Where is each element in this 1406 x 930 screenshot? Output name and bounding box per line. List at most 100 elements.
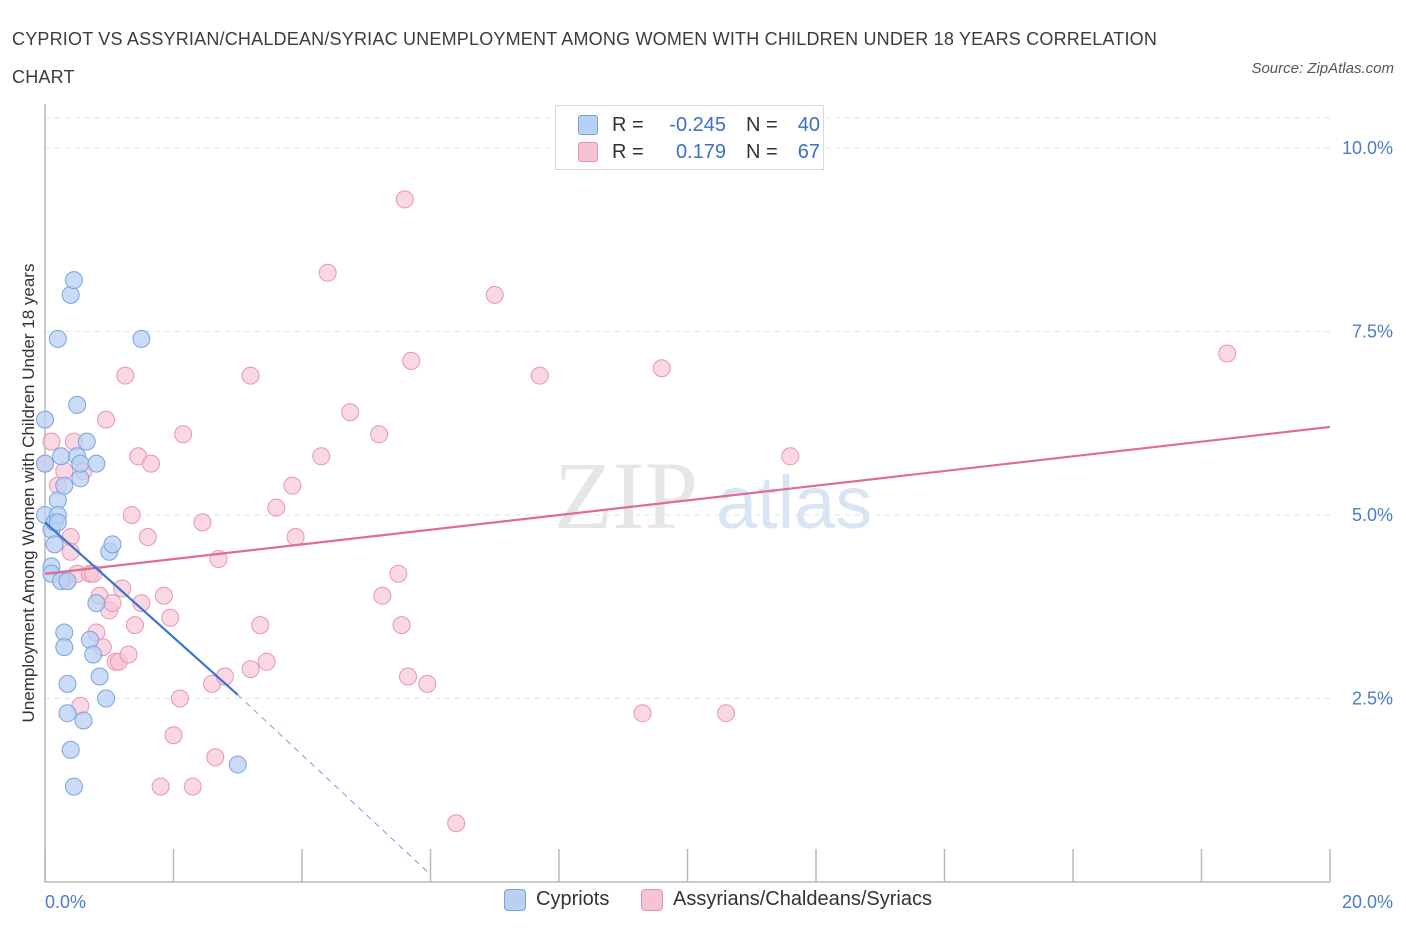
trend-lines	[44, 425, 1331, 876]
legend-item-assyrians[interactable]: Assyrians/Chaldeans/Syriacs	[641, 888, 932, 911]
data-point-assyrians	[418, 674, 437, 693]
data-point-assyrians	[312, 447, 331, 466]
data-point-cypriots	[103, 535, 122, 554]
data-point-cypriots	[68, 395, 87, 414]
data-point-assyrians	[717, 704, 736, 723]
data-point-assyrians	[1218, 344, 1237, 363]
data-point-cypriots	[36, 410, 54, 429]
legend-swatch-cypriots-bottom	[504, 888, 526, 911]
data-point-cypriots	[58, 572, 77, 591]
data-point-cypriots	[61, 285, 80, 304]
data-point-assyrians	[241, 366, 260, 385]
data-point-assyrians	[633, 704, 652, 723]
data-point-assyrians	[318, 263, 337, 282]
legend-r-label: R =	[612, 113, 644, 136]
data-point-assyrians	[206, 748, 225, 767]
chart-title: CYPRIOT VS ASSYRIAN/CHALDEAN/SYRIAC UNEM…	[12, 29, 1158, 87]
data-point-assyrians	[389, 564, 408, 583]
data-point-assyrians	[138, 528, 157, 547]
data-point-assyrians	[113, 579, 132, 598]
y-tick-label: 7.5%	[1352, 322, 1393, 342]
data-point-cypriots	[132, 329, 151, 348]
data-point-cypriots	[87, 594, 106, 613]
data-point-cypriots	[36, 454, 54, 473]
y-tick-label: 5.0%	[1352, 505, 1393, 525]
data-point-assyrians	[164, 726, 183, 745]
gridlines	[45, 117, 1330, 700]
legend-row-assyrians: R = 0.179 N = 67	[578, 139, 820, 165]
data-point-assyrians	[395, 190, 414, 209]
data-point-assyrians	[161, 608, 180, 627]
correlation-legend: R = -0.245 N = 40 R = 0.179 N = 67	[555, 105, 824, 170]
legend-n-label: N =	[746, 140, 778, 163]
trend-line-cypriots-extension	[237, 694, 431, 876]
data-point-assyrians	[122, 506, 141, 525]
data-point-cypriots	[77, 432, 96, 451]
data-point-cypriots	[80, 630, 99, 649]
data-point-assyrians	[530, 366, 549, 385]
data-point-cypriots	[48, 329, 67, 348]
legend-item-cypriots[interactable]: Cypriots	[504, 888, 609, 911]
data-point-assyrians	[116, 366, 135, 385]
data-point-assyrians	[132, 594, 151, 613]
data-point-assyrians	[174, 425, 193, 444]
y-axis-title: Unemployment Among Women with Children U…	[19, 264, 38, 723]
y-tick-label: 10.0%	[1342, 138, 1393, 158]
tick-labels: 2.5% 5.0% 7.5% 10.0% 0.0% 20.0%	[45, 138, 1393, 912]
data-point-assyrians	[142, 454, 161, 473]
data-point-assyrians	[341, 403, 360, 422]
legend-n-value: 40	[797, 113, 820, 136]
data-point-assyrians	[447, 814, 466, 833]
series-legend: Cypriots Assyrians/Chaldeans/Syriacs	[0, 888, 1406, 916]
data-point-cypriots	[90, 667, 109, 686]
data-point-cypriots	[55, 638, 74, 657]
data-point-assyrians	[151, 777, 170, 796]
x-tick-label: 0.0%	[45, 892, 86, 912]
watermark: ZIP atlas	[554, 442, 872, 549]
data-point-cypriots	[45, 535, 64, 554]
data-point-assyrians	[193, 513, 212, 532]
trend-line-cypriots	[44, 521, 239, 696]
data-point-assyrians	[170, 689, 189, 708]
data-point-cypriots	[64, 777, 83, 796]
data-point-assyrians	[781, 447, 800, 466]
data-point-assyrians	[392, 616, 411, 635]
data-point-cypriots	[228, 755, 247, 774]
data-point-assyrians	[485, 285, 504, 304]
data-point-cypriots	[87, 454, 106, 473]
legend-r-value: -0.245	[669, 113, 726, 136]
data-point-assyrians	[652, 359, 671, 378]
data-point-assyrians	[399, 667, 418, 686]
data-point-cypriots	[58, 704, 77, 723]
data-point-assyrians	[267, 498, 286, 517]
data-point-assyrians	[42, 432, 61, 451]
data-point-assyrians	[119, 645, 138, 664]
data-point-cypriots	[74, 711, 93, 730]
watermark-atlas: atlas	[716, 461, 872, 544]
legend-label-assyrians: Assyrians/Chaldeans/Syriacs	[673, 888, 932, 910]
data-point-assyrians	[370, 425, 389, 444]
chart-source: Source: ZipAtlas.com	[1251, 60, 1394, 77]
data-point-assyrians	[402, 351, 421, 370]
data-point-cypriots	[97, 689, 116, 708]
data-point-cypriots	[58, 674, 77, 693]
series-cypriots-points	[36, 271, 247, 796]
data-point-assyrians	[125, 616, 144, 635]
x-tick-label: 20.0%	[1342, 892, 1393, 912]
data-point-assyrians	[251, 616, 270, 635]
legend-swatch-assyrians-bottom	[641, 888, 663, 911]
legend-label-cypriots: Cypriots	[536, 888, 610, 910]
data-point-assyrians	[257, 652, 276, 671]
legend-row-cypriots: R = -0.245 N = 40	[578, 112, 820, 138]
data-point-assyrians	[241, 660, 260, 679]
legend-n-label: N =	[746, 113, 778, 136]
data-point-cypriots	[61, 740, 80, 759]
series-assyrians-points	[36, 190, 1237, 833]
trend-line-assyrians	[44, 425, 1331, 575]
legend-r-label: R =	[612, 140, 644, 163]
y-tick-label: 2.5%	[1352, 689, 1393, 709]
data-point-assyrians	[283, 476, 302, 495]
data-point-cypriots	[64, 271, 83, 290]
legend-swatch-assyrians	[578, 142, 598, 162]
